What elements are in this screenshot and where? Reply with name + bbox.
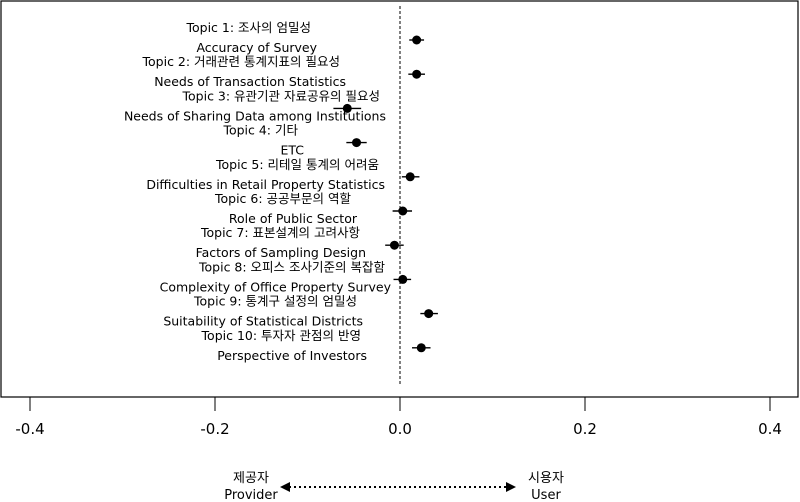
data-point bbox=[398, 206, 408, 216]
topic-label-en: Needs of Transaction Statistics bbox=[154, 74, 346, 89]
topic-label-ko: Topic 2: 거래관련 통계지표의 필요성 bbox=[142, 54, 341, 69]
data-point bbox=[398, 274, 408, 284]
topic-label-en: Factors of Sampling Design bbox=[196, 245, 366, 260]
topic-label-ko: Topic 1: 조사의 엄밀성 bbox=[185, 20, 311, 35]
topic-label-ko: Topic 6: 공공부문의 역할 bbox=[214, 191, 352, 206]
topic-label-ko: Topic 8: 오피스 조사기준의 복잡함 bbox=[198, 259, 385, 274]
topic-label-ko: Topic 5: 리테일 통계의 어려움 bbox=[215, 157, 379, 172]
topic-label-en: Needs of Sharing Data among Institutions bbox=[124, 108, 386, 123]
data-point bbox=[405, 172, 415, 182]
data-point bbox=[389, 240, 399, 250]
topic-label-en: Complexity of Office Property Survey bbox=[160, 279, 392, 294]
topic-label-ko: Topic 10: 투자자 관점의 반영 bbox=[201, 328, 361, 343]
topic-label-en: Perspective of Investors bbox=[217, 348, 367, 363]
topic-label-ko: Topic 9: 통계구 설정의 엄밀성 bbox=[193, 294, 357, 309]
x-tick-label: -0.4 bbox=[15, 420, 44, 438]
topic-label-en: Accuracy of Survey bbox=[196, 40, 317, 55]
topic-label-en: ETC bbox=[280, 143, 304, 158]
data-point bbox=[412, 69, 422, 79]
topic-label-ko: Topic 7: 표본설계의 고려사항 bbox=[200, 225, 361, 240]
user-label-en: User bbox=[531, 488, 561, 502]
topic-label-en: Difficulties in Retail Property Statisti… bbox=[146, 177, 385, 192]
provider-label-en: Provider bbox=[224, 488, 278, 502]
x-tick-label: -0.2 bbox=[200, 420, 229, 438]
data-point bbox=[352, 138, 362, 148]
x-tick-label: 0.2 bbox=[573, 420, 597, 438]
x-tick-label: 0.4 bbox=[758, 420, 782, 438]
arrow-right-icon bbox=[506, 482, 516, 492]
topic-label-en: Role of Public Sector bbox=[229, 211, 358, 226]
arrow-left-icon bbox=[280, 482, 290, 492]
data-point bbox=[342, 103, 352, 113]
x-tick-label: 0.0 bbox=[388, 420, 412, 438]
data-point bbox=[416, 343, 426, 353]
data-point bbox=[412, 35, 422, 45]
topic-label-ko: Topic 4: 기타 bbox=[222, 123, 298, 138]
data-point bbox=[424, 309, 434, 319]
provider-label-ko: 제공자 bbox=[233, 471, 269, 486]
topic-label-ko: Topic 3: 유관기관 자료공유의 필요성 bbox=[182, 88, 381, 103]
user-label-ko: 시용자 bbox=[528, 471, 564, 486]
topic-label-en: Suitability of Statistical Districts bbox=[163, 314, 363, 329]
